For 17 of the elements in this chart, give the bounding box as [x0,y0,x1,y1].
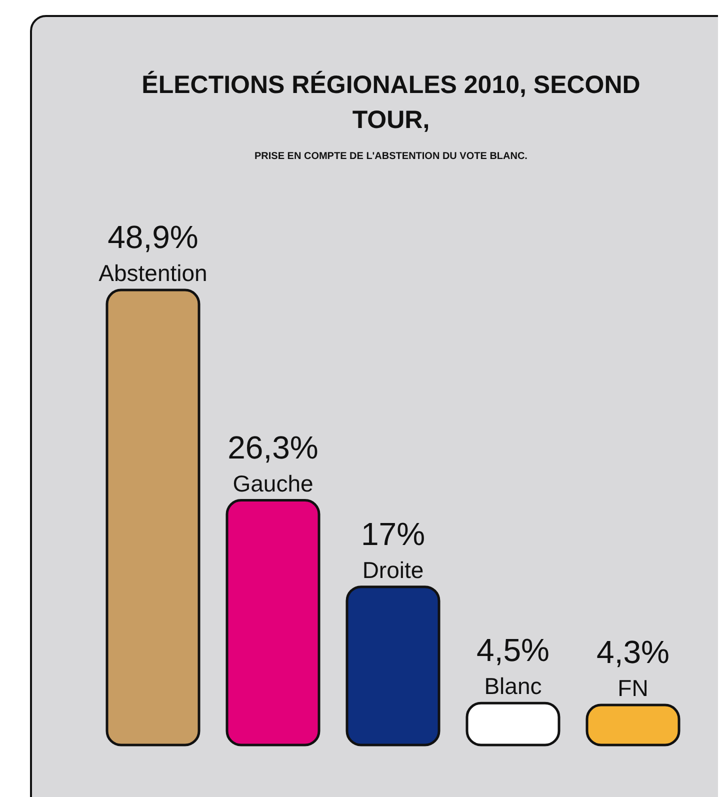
x-tick-label: Gauche [232,470,314,496]
data-label: 48,9% [108,219,198,255]
x-tick-label: Droite [362,556,424,583]
bar [466,702,560,746]
x-tick-label: Blanc [484,673,542,700]
bar [346,586,440,746]
x-tick-label: Abstention [98,260,208,286]
bar [106,288,200,746]
data-label: 4,3% [596,634,670,670]
x-tick-label: FN [618,674,648,701]
bar [586,704,680,746]
data-label: 17% [360,516,426,552]
data-label: 26,3% [228,429,318,466]
chart-subtitle: PRISE EN COMPTE DE L'ABSTENTION DU VOTE BLANC. [254,151,528,162]
chart-title: ÉLECTIONS RÉGIONALES 2010, SECOND TOUR, [141,70,641,136]
bar [226,499,320,746]
data-label: 4,5% [476,632,550,668]
